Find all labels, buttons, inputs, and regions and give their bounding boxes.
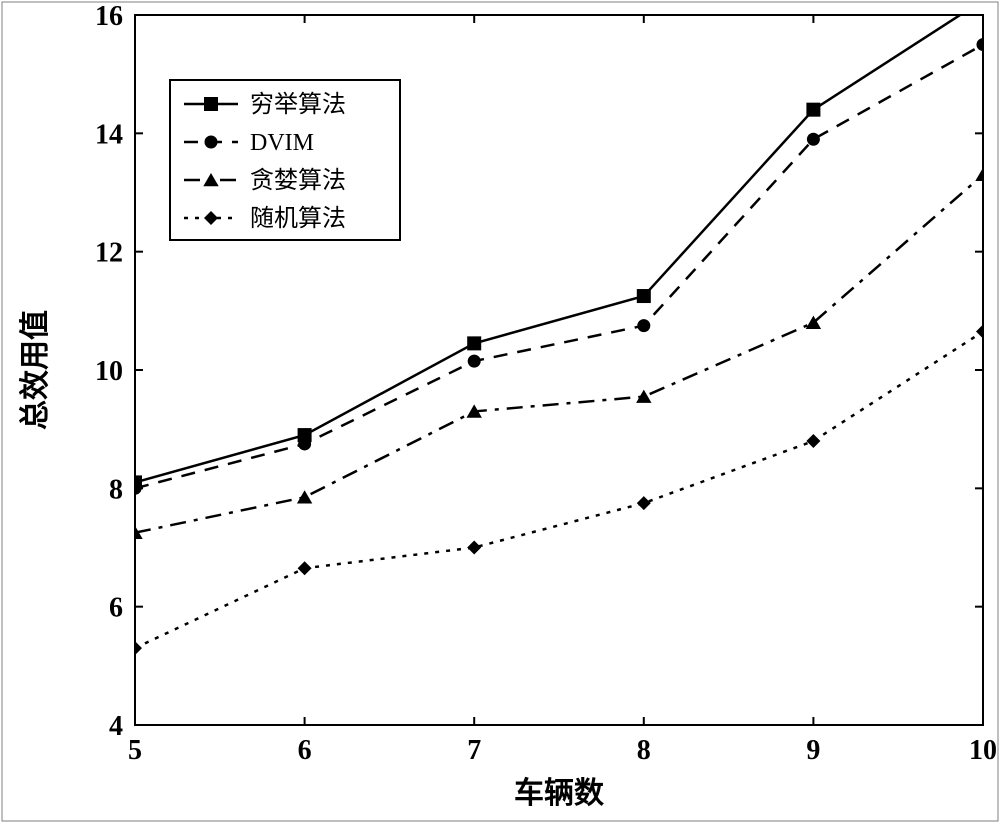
svg-text:10: 10 xyxy=(95,356,123,387)
svg-text:4: 4 xyxy=(109,711,123,742)
svg-text:6: 6 xyxy=(298,735,312,766)
svg-text:12: 12 xyxy=(95,238,123,269)
svg-text:7: 7 xyxy=(467,735,481,766)
svg-text:5: 5 xyxy=(128,735,142,766)
svg-text:贪婪算法: 贪婪算法 xyxy=(250,167,346,194)
svg-text:14: 14 xyxy=(95,119,123,150)
svg-text:DVIM: DVIM xyxy=(250,130,314,156)
svg-text:10: 10 xyxy=(969,735,997,766)
svg-text:随机算法: 随机算法 xyxy=(250,205,346,232)
svg-text:8: 8 xyxy=(109,474,123,505)
svg-text:穷举算法: 穷举算法 xyxy=(250,91,346,118)
svg-text:车辆数: 车辆数 xyxy=(514,776,605,810)
svg-text:8: 8 xyxy=(637,735,651,766)
svg-text:9: 9 xyxy=(806,735,820,766)
line-chart-svg: 5 6 7 8 9 10 4 6 8 10 12 14 16 车辆数 总效用值 穷举算法 DVIM 贪婪算法随机算… xyxy=(0,0,1000,823)
svg-text:16: 16 xyxy=(95,1,123,32)
svg-text:6: 6 xyxy=(109,593,123,624)
svg-text:总效用值: 总效用值 xyxy=(19,310,52,430)
chart-container: 5 6 7 8 9 10 4 6 8 10 12 14 16 车辆数 总效用值 穷举算法 DVIM 贪婪算法随机算… xyxy=(0,0,1000,823)
